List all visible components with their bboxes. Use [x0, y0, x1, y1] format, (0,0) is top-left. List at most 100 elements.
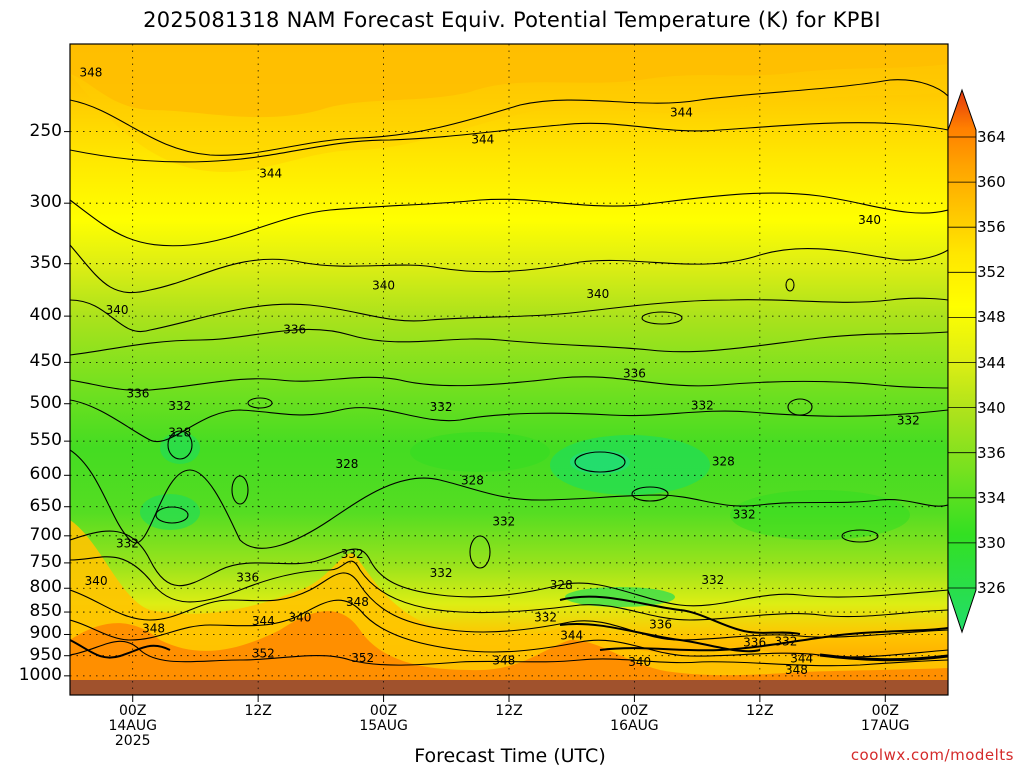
x-tick-label: 12Z [218, 704, 298, 719]
y-tick-label: 650 [29, 495, 62, 516]
contour-label-340: 340 [288, 611, 311, 625]
contour-label-352: 352 [252, 647, 275, 661]
contour-label-332: 332 [430, 400, 453, 414]
contour-label-336: 336 [623, 367, 646, 381]
y-tick-label: 800 [29, 577, 62, 598]
y-tick-label: 600 [29, 464, 62, 485]
contour-label-332: 332 [733, 507, 756, 521]
y-tick-label: 400 [29, 305, 62, 326]
colorbar-ticks [948, 136, 976, 589]
green-pocket-7 [565, 587, 675, 607]
contour-label-336: 336 [743, 635, 766, 649]
contour-label-348: 348 [785, 663, 808, 677]
x-tick-label-line: 00Z [620, 703, 649, 719]
contour-label-344: 344 [670, 105, 693, 119]
contour-label-336: 336 [126, 386, 149, 400]
contour-label-332: 332 [534, 611, 557, 625]
y-tick-label: 950 [29, 644, 62, 665]
contour-label-328: 328 [336, 457, 359, 471]
y-tick-label: 350 [29, 252, 62, 273]
y-tick-label: 750 [29, 551, 62, 572]
y-tick-label: 900 [29, 623, 62, 644]
contour-label-344: 344 [471, 132, 494, 146]
contour-label-344: 344 [259, 166, 282, 180]
y-tick-marks [64, 131, 70, 677]
contour-label-340: 340 [586, 287, 609, 301]
colorbar-label: 344 [977, 353, 1006, 372]
contour-label-352: 352 [351, 651, 374, 665]
contour-label-336: 336 [283, 323, 306, 337]
colorbar-label: 364 [977, 128, 1006, 146]
y-tick-label: 700 [29, 524, 62, 545]
contour-label-328: 328 [168, 425, 191, 439]
x-tick-label: 12Z [720, 704, 800, 719]
x-tick-marks [132, 695, 886, 702]
green-pocket-2 [570, 450, 630, 474]
colorbar-label: 356 [977, 218, 1006, 237]
lower-hot-region [70, 611, 948, 695]
y-tick-label: 850 [29, 601, 62, 622]
contour-label-332: 332 [775, 634, 798, 648]
green-pocket-5 [410, 432, 550, 472]
x-tick-label-line: 17AUG [861, 718, 910, 734]
x-tick-label-line: 15AUG [359, 718, 408, 734]
green-pocket-4 [140, 494, 200, 530]
contour-label-340: 340 [372, 279, 395, 293]
contour-label-340: 340 [858, 213, 881, 227]
y-tick-label: 500 [29, 392, 62, 413]
contour-label-344: 344 [790, 652, 813, 666]
contour-label-332: 332 [897, 414, 920, 428]
contour-label-332: 332 [168, 399, 191, 413]
y-tick-label: 550 [29, 430, 62, 451]
contour-label-328: 328 [461, 474, 484, 488]
x-tick-label: 12Z [469, 704, 549, 719]
contour-label-332: 332 [701, 573, 724, 587]
y-tick-label: 1000 [18, 664, 62, 685]
y-tick-label: 300 [29, 192, 62, 213]
contour-label-332: 332 [691, 398, 714, 412]
colorbar-label: 360 [977, 173, 1006, 192]
colorbar-label: 334 [977, 488, 1006, 507]
contour-label-340: 340 [628, 655, 651, 669]
x-tick-label-line: 00Z [871, 703, 899, 719]
x-tick-label: 00Z 17AUG [845, 704, 925, 734]
x-tick-label-line: 2025 [114, 733, 151, 749]
contour-label-348: 348 [142, 621, 165, 635]
x-tick-label: 00Z 16AUG [594, 704, 674, 734]
gridlines [70, 44, 948, 695]
y-tick-label: 250 [29, 120, 62, 141]
x-tick-label-line: 00Z [369, 703, 398, 719]
colorbar-label: 336 [977, 443, 1006, 462]
credit-link[interactable]: coolwx.com/modelts [850, 746, 1014, 764]
x-tick-label-line: 00Z [119, 703, 147, 719]
colorbar [947, 88, 977, 634]
contour-label-332: 332 [341, 547, 364, 561]
y-tick-label: 450 [29, 351, 62, 372]
green-pocket-6 [730, 490, 910, 540]
colorbar-body [947, 88, 977, 634]
green-pocket-1 [550, 435, 710, 495]
x-tick-label-line: 12Z [746, 703, 774, 719]
contour-label-328: 328 [712, 454, 735, 468]
contour-label-348: 348 [346, 595, 369, 609]
contour-label-348: 348 [492, 654, 515, 668]
contour-label-340: 340 [106, 303, 129, 317]
contour-label-336: 336 [649, 617, 672, 631]
x-tick-label-line: 12Z [495, 703, 523, 719]
contour-label-348: 348 [79, 65, 102, 79]
chart-title: 2025081318 NAM Forecast Equiv. Potential… [143, 8, 881, 32]
x-tick-label: 00Z 14AUG 2025 [93, 704, 173, 749]
colorbar-label: 348 [977, 308, 1006, 327]
x-axis-title: Forecast Time (UTC) [414, 745, 606, 767]
x-tick-label-line: 12Z [244, 703, 272, 719]
contour-label-332: 332 [492, 515, 515, 529]
contour-lines [70, 79, 948, 667]
contour-label-340: 340 [85, 574, 108, 588]
colorbar-label: 352 [977, 263, 1006, 282]
colorbar-label: 330 [977, 533, 1006, 552]
colorbar-label: 326 [977, 579, 1006, 597]
contour-label-328: 328 [550, 578, 573, 592]
